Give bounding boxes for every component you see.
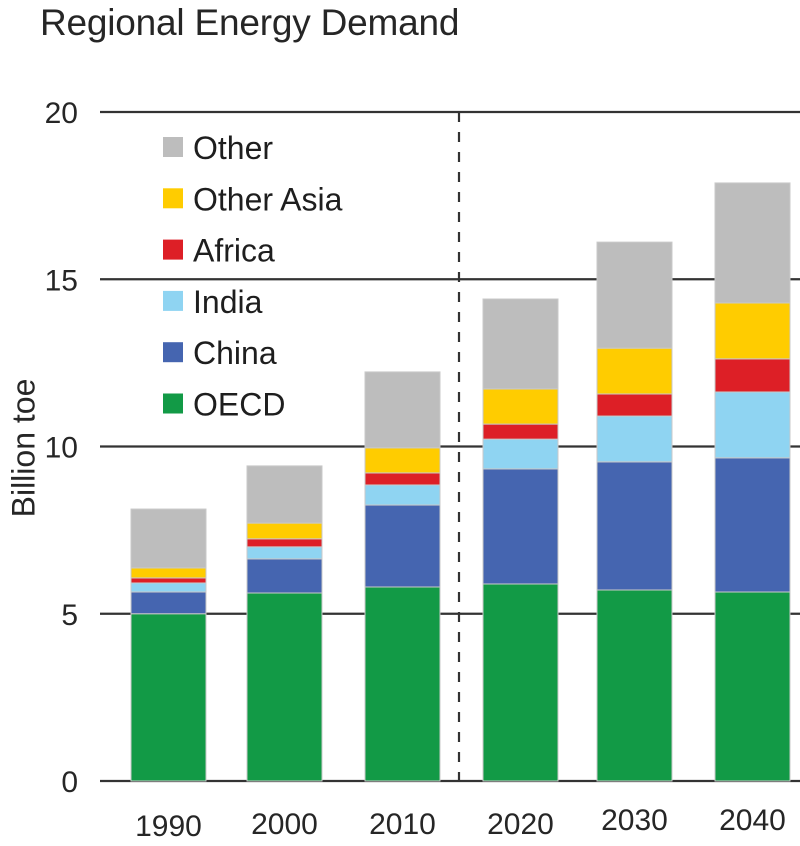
bar-segment-china-2030 bbox=[596, 461, 673, 591]
x-tick-label: 1990 bbox=[135, 810, 202, 843]
legend-swatch bbox=[163, 342, 183, 363]
y-tick-labels: 0 5 10 15 20 bbox=[45, 97, 78, 799]
legend-swatch bbox=[163, 239, 183, 260]
bar-segment-other-asia-2020 bbox=[482, 388, 559, 425]
x-tick-label: 2030 bbox=[601, 804, 668, 837]
x-tick-label: 2040 bbox=[719, 804, 786, 837]
bar-segment-china-2000 bbox=[246, 558, 323, 594]
bar-segment-oecd-2030 bbox=[596, 589, 673, 782]
bar-stack-2030 bbox=[596, 241, 673, 782]
bar-segment-other-2000 bbox=[246, 465, 323, 524]
bar-segment-china-1990 bbox=[130, 591, 207, 615]
bar-segment-africa-1990 bbox=[130, 577, 207, 584]
bar-segment-africa-2040 bbox=[714, 358, 791, 393]
legend-label: India bbox=[193, 284, 263, 320]
legend-item-other-asia: Other Asia bbox=[163, 181, 343, 217]
legend-label: OECD bbox=[193, 387, 285, 423]
bars bbox=[130, 182, 791, 782]
bar-segment-india-2020 bbox=[482, 438, 559, 470]
legend-label: Africa bbox=[193, 233, 275, 269]
legend-item-china: China bbox=[163, 335, 277, 371]
bar-segment-oecd-1990 bbox=[130, 613, 207, 782]
bar-segment-africa-2020 bbox=[482, 423, 559, 440]
legend-swatch bbox=[163, 188, 183, 209]
bar-segment-oecd-2000 bbox=[246, 592, 323, 782]
bar-segment-other-asia-2000 bbox=[246, 522, 323, 540]
bar-segment-china-2040 bbox=[714, 457, 791, 593]
legend-label: China bbox=[193, 335, 277, 371]
x-tick-label: 2000 bbox=[251, 808, 318, 841]
x-tick-labels: 1990 2000 2010 2020 2030 2040 bbox=[135, 804, 786, 843]
bar-segment-india-2010 bbox=[364, 484, 441, 506]
bar-segment-other-asia-2010 bbox=[364, 447, 441, 474]
legend-item-oecd: OECD bbox=[163, 387, 285, 423]
bar-stack-2010 bbox=[364, 371, 441, 782]
legend-label: Other Asia bbox=[193, 181, 343, 217]
y-tick-label: 10 bbox=[45, 432, 78, 465]
bar-stack-2020 bbox=[482, 298, 559, 782]
bar-segment-other-2040 bbox=[714, 182, 791, 304]
legend-label: Other bbox=[193, 130, 273, 166]
bar-segment-oecd-2010 bbox=[364, 586, 441, 782]
bar-segment-india-2030 bbox=[596, 415, 673, 463]
bar-stack-2040 bbox=[714, 182, 791, 782]
legend-item-other: Other bbox=[163, 130, 273, 166]
gridlines bbox=[100, 110, 800, 783]
bar-segment-other-asia-2030 bbox=[596, 347, 673, 395]
y-tick-label: 15 bbox=[45, 264, 78, 297]
bar-segment-india-2000 bbox=[246, 546, 323, 560]
bar-segment-other-1990 bbox=[130, 508, 207, 569]
bar-segment-other-asia-1990 bbox=[130, 567, 207, 579]
x-tick-label: 2020 bbox=[487, 808, 554, 841]
legend-swatch bbox=[163, 393, 183, 414]
bar-segment-other-asia-2040 bbox=[714, 302, 791, 360]
bar-segment-oecd-2020 bbox=[482, 583, 559, 782]
legend-swatch bbox=[163, 137, 183, 157]
bar-segment-india-1990 bbox=[130, 582, 207, 593]
chart-title: Regional Energy Demand bbox=[40, 2, 460, 43]
bar-segment-india-2040 bbox=[714, 391, 791, 459]
bar-segment-africa-2010 bbox=[364, 472, 441, 486]
x-tick-label: 2010 bbox=[369, 808, 436, 841]
y-tick-label: 5 bbox=[61, 599, 78, 632]
bar-stack-1990 bbox=[130, 508, 207, 782]
bar-segment-other-2030 bbox=[596, 241, 673, 349]
bar-segment-oecd-2040 bbox=[714, 591, 791, 782]
bar-segment-africa-2030 bbox=[596, 393, 673, 417]
legend: Other Other Asia Africa India China OECD bbox=[163, 130, 343, 423]
legend-item-india: India bbox=[163, 284, 263, 320]
bar-segment-china-2020 bbox=[482, 468, 559, 585]
bar-segment-other-2010 bbox=[364, 371, 441, 449]
bar-segment-china-2010 bbox=[364, 504, 441, 588]
legend-swatch bbox=[163, 290, 183, 311]
bar-stack-2000 bbox=[246, 465, 323, 782]
bar-segment-africa-2000 bbox=[246, 538, 323, 548]
y-tick-label: 0 bbox=[61, 766, 78, 799]
bar-segment-other-2020 bbox=[482, 298, 559, 390]
y-tick-label: 20 bbox=[45, 97, 78, 130]
legend-item-africa: Africa bbox=[163, 233, 275, 269]
